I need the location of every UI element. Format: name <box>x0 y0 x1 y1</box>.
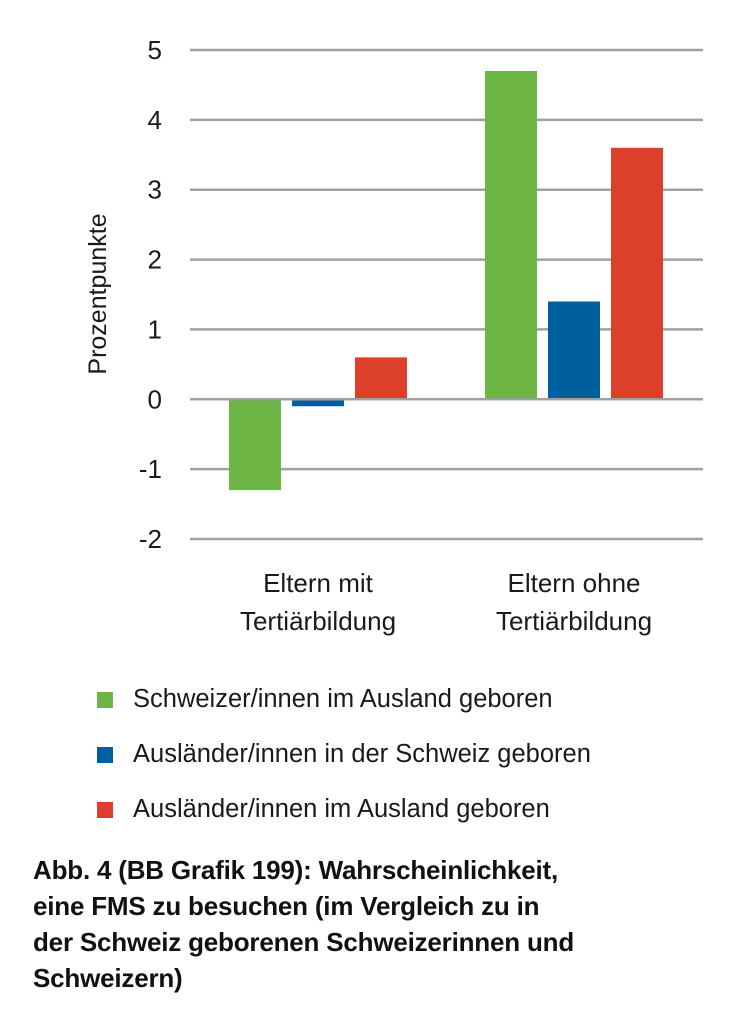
category-label: Eltern mit <box>263 568 374 598</box>
caption-line: eine FMS zu besuchen (im Vergleich zu in <box>33 891 540 921</box>
bar <box>548 301 600 400</box>
y-tick-label: 3 <box>148 175 162 205</box>
bar <box>611 147 663 400</box>
bar <box>485 70 537 400</box>
y-tick-label: 5 <box>148 35 162 65</box>
legend-swatch-red <box>97 801 113 818</box>
bar-chart: 5 4 3 2 1 0 -1 -2 Prozentpunkte Eltern mit Terti… <box>84 35 703 636</box>
y-tick-label: 2 <box>148 245 162 275</box>
legend-label: Schweizer/innen im Ausland geboren <box>133 685 553 713</box>
bar <box>292 399 344 407</box>
caption-line: Abb. 4 (BB Grafik 199): Wahrscheinlichke… <box>33 855 559 885</box>
legend-item: Schweizer/innen im Ausland geboren <box>97 672 591 727</box>
bar <box>229 399 281 491</box>
y-axis-label: Prozentpunkte <box>84 213 112 374</box>
legend-label: Ausländer/innen im Ausland geboren <box>133 795 550 823</box>
caption-line: Schweizern) <box>33 963 183 993</box>
caption-line: der Schweiz geborenen Schweizerinnen und <box>33 927 574 957</box>
category-label: Tertiärbildung <box>496 606 652 636</box>
legend: Schweizer/innen im Ausland geboren Auslä… <box>97 672 591 837</box>
bars <box>190 70 703 491</box>
category-labels: Eltern mit Tertiärbildung Eltern ohne Terti… <box>240 568 652 636</box>
y-tick-label: -2 <box>139 524 162 554</box>
legend-swatch-green <box>97 691 113 708</box>
y-tick-label: 0 <box>148 384 162 414</box>
category-label: Tertiärbildung <box>240 606 396 636</box>
legend-item: Ausländer/innen im Ausland geboren <box>97 782 591 837</box>
bar <box>355 357 407 400</box>
category-label: Eltern ohne <box>508 568 641 598</box>
y-tick-label: -1 <box>139 454 162 484</box>
legend-label: Ausländer/innen in der Schweiz geboren <box>133 740 591 768</box>
y-tick-label: 1 <box>148 314 162 344</box>
y-tick-label: 4 <box>148 105 162 135</box>
y-tick-labels: 5 4 3 2 1 0 -1 -2 <box>139 35 162 554</box>
legend-item: Ausländer/innen in der Schweiz geboren <box>97 727 591 782</box>
legend-swatch-blue <box>97 746 113 763</box>
figure-caption: Abb. 4 (BB Grafik 199): Wahrscheinlichke… <box>33 852 733 996</box>
